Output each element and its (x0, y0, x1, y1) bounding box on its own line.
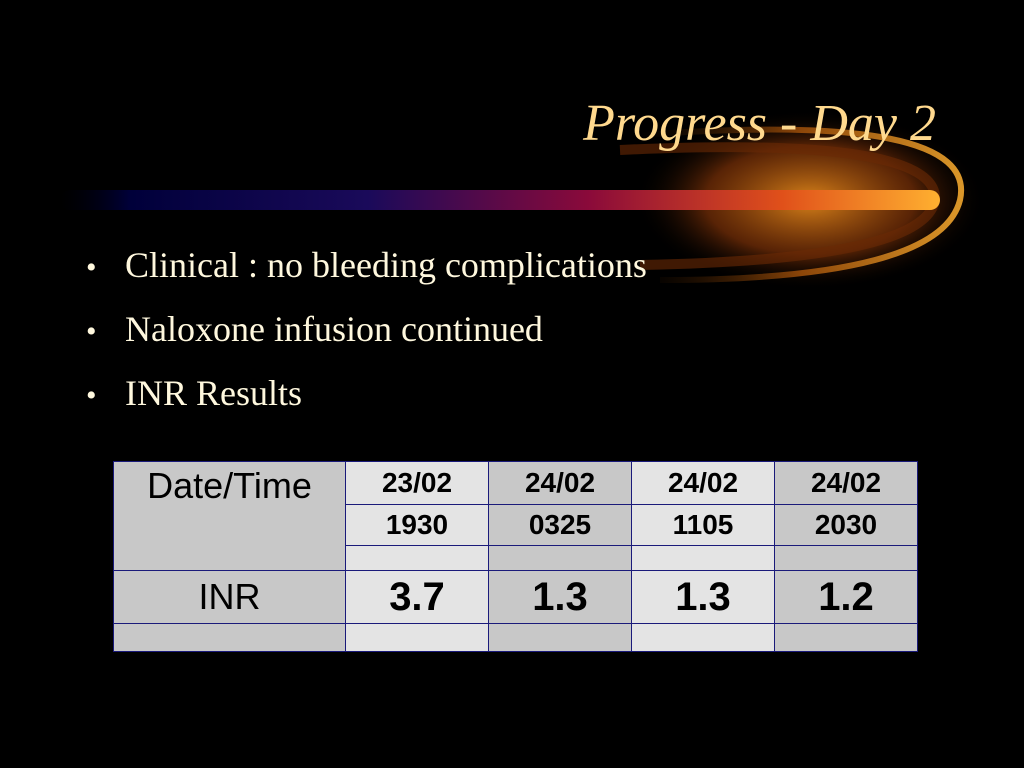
empty-cell (774, 623, 918, 652)
inr-value-cell: 1.2 (774, 570, 918, 624)
bullet-marker: • (86, 379, 97, 412)
time-cell: 1105 (631, 504, 775, 546)
empty-cell (774, 545, 918, 571)
inr-value-cell: 1.3 (488, 570, 632, 624)
date-cell: 24/02 (774, 461, 918, 505)
empty-cell (488, 545, 632, 571)
bullet-item: • Naloxone infusion continued (86, 308, 647, 372)
empty-cell (345, 623, 489, 652)
bullet-text: INR Results (125, 373, 303, 413)
time-cell: 2030 (774, 504, 918, 546)
date-cell: 23/02 (345, 461, 489, 505)
bullet-marker: • (86, 251, 97, 284)
date-cell: 24/02 (488, 461, 632, 505)
table-row: INR 3.7 1.3 1.3 1.2 (113, 570, 918, 624)
empty-cell (488, 623, 632, 652)
time-cell: 1930 (345, 504, 489, 546)
bullet-marker: • (86, 315, 97, 348)
bullet-item: • Clinical : no bleeding complications (86, 244, 647, 308)
inr-value-cell: 1.3 (631, 570, 775, 624)
table-row: 1930 0325 1105 2030 (114, 504, 918, 546)
inr-value-cell: 3.7 (345, 570, 489, 624)
row-header-datetime: Date/Time (113, 461, 346, 571)
table-row (113, 623, 918, 652)
table-row: Date/Time 23/02 24/02 24/02 24/02 (113, 461, 918, 571)
bullet-text: Naloxone infusion continued (125, 309, 543, 349)
bullet-text: Clinical : no bleeding complications (125, 245, 647, 285)
slide-title: Progress - Day 2 (583, 95, 936, 152)
date-cell: 24/02 (631, 461, 775, 505)
empty-cell (631, 545, 775, 571)
row-header-inr: INR (113, 570, 346, 624)
inr-results-table: Date/Time 23/02 24/02 24/02 24/02 1930 0… (113, 461, 918, 652)
bullet-list: • Clinical : no bleeding complications •… (86, 244, 647, 436)
time-cell: 0325 (488, 504, 632, 546)
bullet-item: • INR Results (86, 372, 647, 436)
empty-cell (631, 623, 775, 652)
empty-cell (345, 545, 489, 571)
empty-cell (113, 623, 346, 652)
